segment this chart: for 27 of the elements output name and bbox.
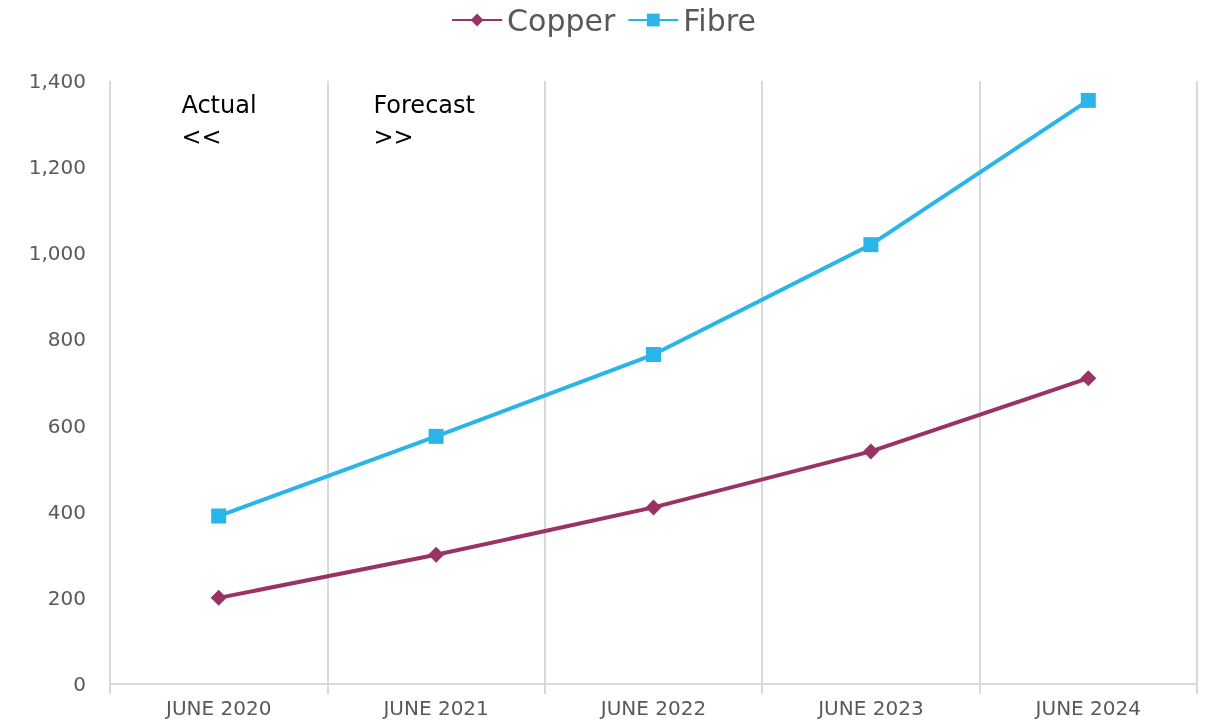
x-tick-label: JUNE 2023 — [816, 696, 924, 720]
annotation: Forecast >> — [373, 91, 475, 151]
legend-label: Fibre — [683, 2, 756, 38]
point — [645, 499, 662, 516]
annotation: Actual << — [181, 91, 257, 151]
point — [862, 443, 879, 460]
legend-label: Copper — [507, 2, 616, 38]
y-tick-label: 800 — [47, 327, 86, 352]
y-tick-label: 200 — [47, 585, 86, 610]
y-tick-label: 1,200 — [28, 155, 86, 180]
y-tick-label: 600 — [47, 413, 86, 438]
y-tick-label: 0 — [73, 672, 86, 696]
y-tick-label: 1,400 — [28, 69, 86, 93]
point — [646, 347, 661, 362]
point — [210, 589, 227, 606]
point — [428, 428, 444, 444]
point — [863, 237, 879, 253]
point — [211, 508, 227, 524]
x-tick-label: JUNE 2021 — [381, 696, 489, 720]
y-tick-label: 1,000 — [28, 241, 86, 266]
y-tick-label: 400 — [47, 499, 86, 524]
point — [1080, 92, 1096, 108]
point — [428, 546, 445, 563]
point — [1080, 370, 1097, 387]
x-tick-label: JUNE 2024 — [1033, 696, 1141, 720]
x-tick-label: JUNE 2020 — [164, 696, 272, 720]
x-tick-label: JUNE 2022 — [598, 696, 707, 720]
